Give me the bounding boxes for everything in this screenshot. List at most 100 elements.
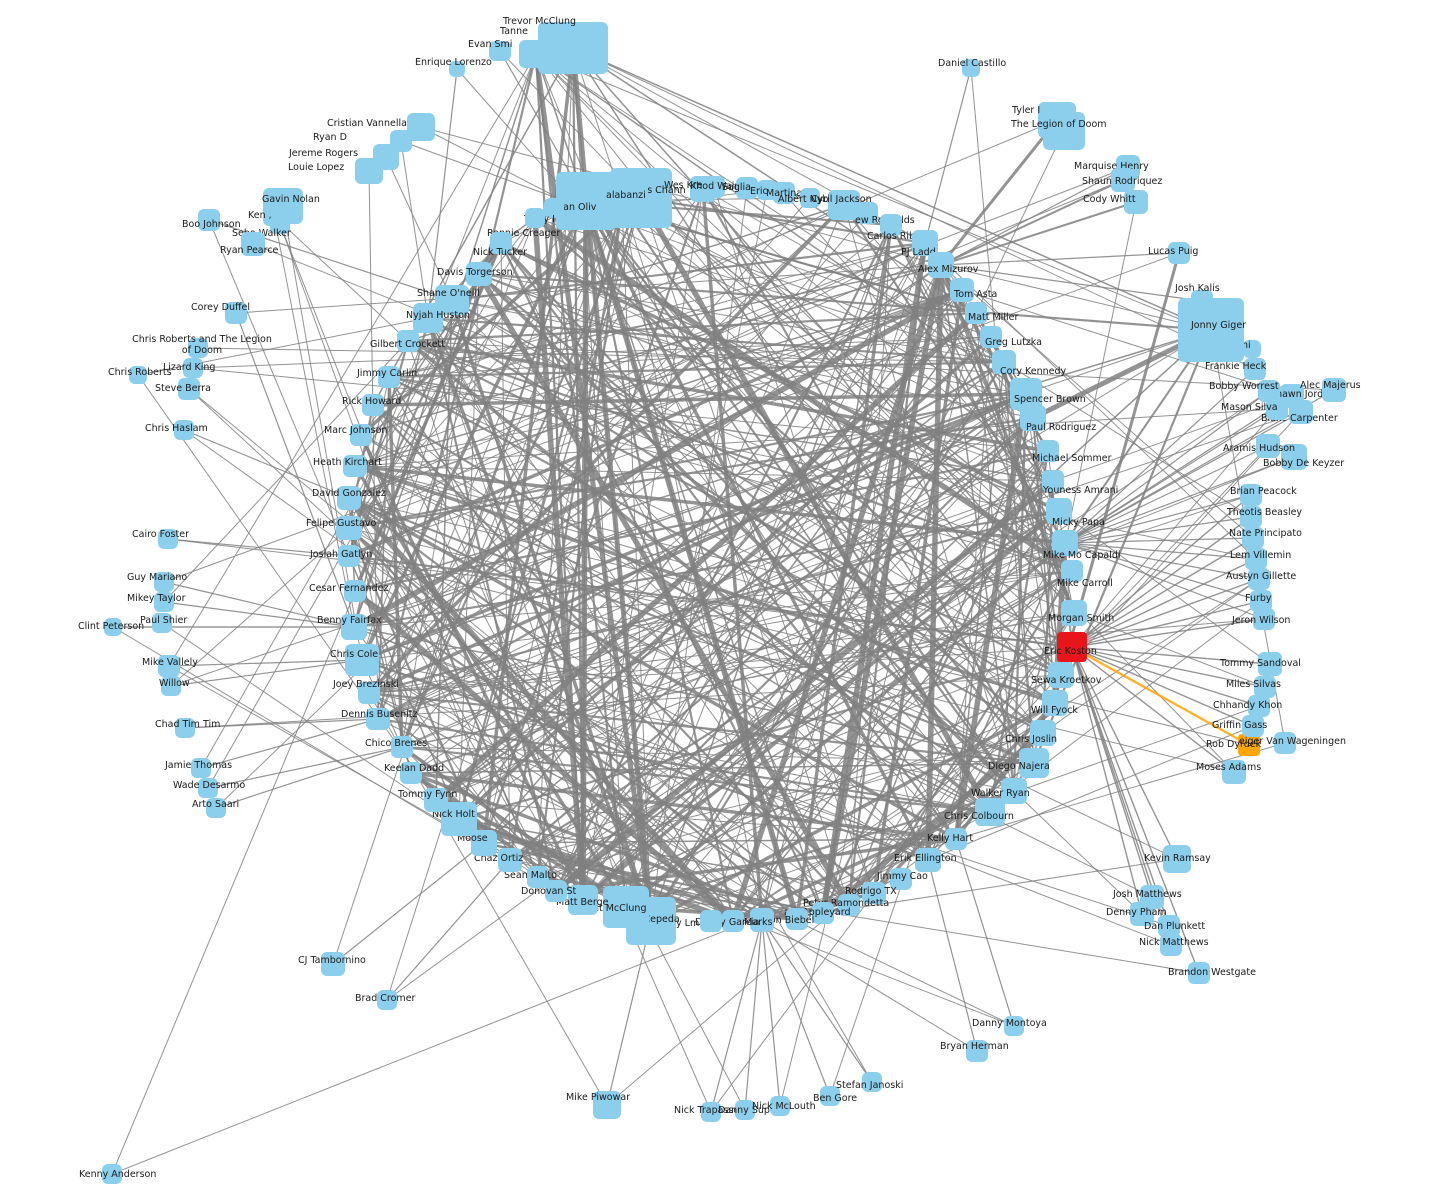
graph-node[interactable] xyxy=(424,788,448,812)
graph-node[interactable] xyxy=(362,394,384,416)
graph-node[interactable] xyxy=(1061,560,1083,582)
graph-node[interactable] xyxy=(1163,845,1191,873)
graph-node[interactable] xyxy=(161,676,181,696)
graph-node[interactable] xyxy=(1240,506,1262,528)
graph-node[interactable] xyxy=(1061,600,1087,626)
graph-node[interactable] xyxy=(154,572,174,592)
graph-node[interactable] xyxy=(1010,378,1042,410)
graph-node[interactable] xyxy=(1248,568,1270,590)
graph-node[interactable] xyxy=(1052,530,1078,556)
graph-node[interactable] xyxy=(1043,112,1085,150)
graph-node[interactable] xyxy=(945,828,967,850)
graph-node[interactable] xyxy=(358,682,380,704)
graph-node[interactable] xyxy=(1280,384,1304,408)
graph-node[interactable] xyxy=(1019,748,1049,778)
graph-node[interactable] xyxy=(1242,527,1264,549)
graph-node[interactable] xyxy=(1191,290,1213,312)
graph-node[interactable] xyxy=(862,882,886,904)
graph-node[interactable] xyxy=(188,338,208,358)
graph-node[interactable] xyxy=(736,177,758,199)
graph-node[interactable] xyxy=(1030,720,1056,746)
graph-node[interactable] xyxy=(1124,190,1148,214)
graph-node[interactable] xyxy=(912,230,938,256)
graph-node[interactable] xyxy=(1048,662,1074,688)
graph-node[interactable] xyxy=(175,718,195,738)
graph-node[interactable] xyxy=(1111,168,1135,192)
graph-node[interactable] xyxy=(449,61,465,77)
graph-node[interactable] xyxy=(129,366,147,384)
graph-node[interactable] xyxy=(980,326,1002,348)
graph-node[interactable] xyxy=(786,908,808,930)
graph-node[interactable] xyxy=(965,302,987,324)
graph-node[interactable] xyxy=(490,232,512,254)
graph-node[interactable] xyxy=(377,990,397,1010)
graph-node[interactable] xyxy=(321,952,345,976)
graph-node[interactable] xyxy=(928,252,954,278)
graph-node[interactable] xyxy=(1244,358,1266,380)
graph-node[interactable] xyxy=(603,886,649,928)
graph-node[interactable] xyxy=(773,182,795,204)
graph-node[interactable] xyxy=(1004,1016,1024,1036)
graph-node[interactable] xyxy=(525,208,545,228)
graph-node[interactable] xyxy=(158,655,180,677)
graph-node[interactable] xyxy=(1240,484,1262,506)
graph-node[interactable] xyxy=(800,188,820,208)
graph-node[interactable] xyxy=(1274,732,1296,754)
graph-node[interactable] xyxy=(198,209,220,231)
graph-node[interactable] xyxy=(1245,548,1267,570)
graph-node[interactable] xyxy=(104,618,122,636)
graph-node[interactable] xyxy=(596,182,648,228)
graph-node[interactable] xyxy=(722,910,744,932)
graph-node[interactable] xyxy=(1256,434,1280,458)
graph-node[interactable] xyxy=(1188,962,1210,984)
graph-node[interactable] xyxy=(735,1100,755,1120)
graph-node[interactable] xyxy=(880,214,902,236)
graph-node[interactable] xyxy=(593,1091,621,1119)
graph-node[interactable] xyxy=(812,902,834,924)
graph-node[interactable] xyxy=(701,1102,721,1122)
graph-node[interactable] xyxy=(975,798,1005,826)
graph-node[interactable] xyxy=(270,214,290,234)
graph-node[interactable] xyxy=(241,232,265,256)
graph-node[interactable] xyxy=(1254,676,1276,698)
graph-node[interactable] xyxy=(206,798,226,818)
graph-node[interactable] xyxy=(1281,444,1307,470)
graph-node[interactable] xyxy=(400,762,422,784)
graph-node[interactable] xyxy=(1322,378,1346,402)
graph-node[interactable] xyxy=(862,1072,882,1092)
graph-node[interactable] xyxy=(1160,934,1182,956)
graph-node[interactable] xyxy=(757,180,777,200)
graph-node[interactable] xyxy=(350,424,372,446)
graph-node[interactable] xyxy=(856,202,878,224)
graph-node[interactable] xyxy=(1042,470,1064,492)
graph-node[interactable] xyxy=(1243,340,1261,358)
graph-node[interactable] xyxy=(466,262,492,286)
graph-node[interactable] xyxy=(391,736,413,758)
graph-node[interactable] xyxy=(413,303,443,333)
graph-node[interactable] xyxy=(471,830,497,856)
graph-node[interactable] xyxy=(1250,590,1272,612)
graph-node[interactable] xyxy=(519,40,553,68)
graph-node[interactable] xyxy=(1168,242,1190,264)
graph-node[interactable] xyxy=(915,848,941,872)
graph-node[interactable] xyxy=(1158,915,1180,937)
graph-node[interactable] xyxy=(341,614,367,640)
graph-node[interactable] xyxy=(345,644,379,676)
graph-node[interactable] xyxy=(1042,690,1068,716)
graph-node[interactable] xyxy=(378,366,400,388)
graph-node[interactable] xyxy=(527,866,549,888)
graph-node[interactable] xyxy=(962,59,980,77)
graph-node[interactable] xyxy=(1001,778,1027,804)
graph-node[interactable] xyxy=(1020,405,1046,431)
graph-node[interactable] xyxy=(1037,440,1059,462)
graph-node[interactable] xyxy=(336,516,362,540)
graph-node[interactable] xyxy=(700,910,722,932)
graph-node[interactable] xyxy=(489,41,511,61)
graph-node[interactable] xyxy=(198,778,218,798)
graph-node[interactable] xyxy=(966,1040,988,1062)
graph-node[interactable] xyxy=(1253,608,1275,630)
graph-node[interactable] xyxy=(992,350,1016,374)
graph-node[interactable] xyxy=(750,908,774,932)
graph-node[interactable] xyxy=(183,358,203,378)
graph-node[interactable] xyxy=(544,198,564,218)
